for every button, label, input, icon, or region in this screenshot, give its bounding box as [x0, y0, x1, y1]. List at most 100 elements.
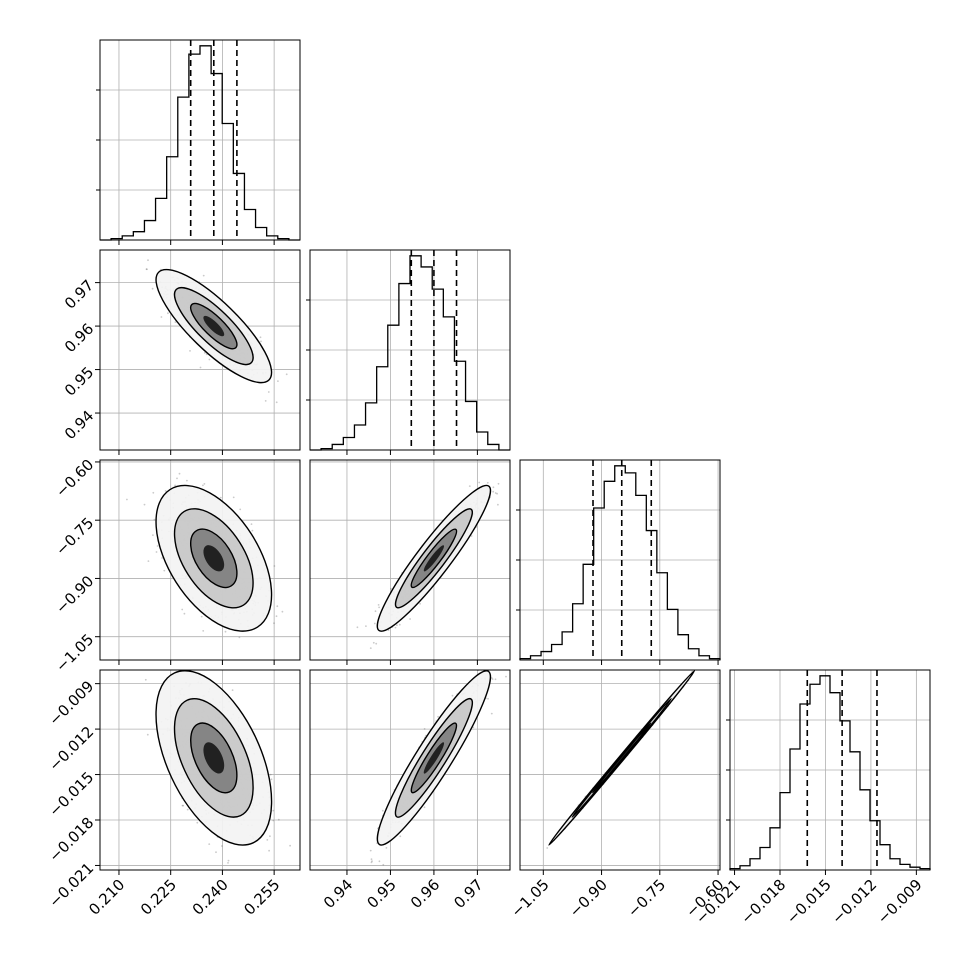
panel-frame — [519, 669, 721, 871]
histogram-step-line — [100, 45, 300, 241]
scatter-point — [208, 358, 211, 361]
scatter-point — [227, 862, 229, 864]
scatter-point — [208, 843, 211, 845]
x-tick-label: 0.96 — [407, 876, 443, 912]
scatter-point — [155, 551, 158, 553]
scatter-point — [492, 490, 495, 493]
panel-frame — [729, 669, 931, 871]
scatter-point — [232, 496, 235, 499]
x-tick-label: −0.018 — [737, 876, 789, 928]
scatter-point — [151, 287, 154, 290]
scatter-point — [202, 630, 205, 632]
hist-panel-1 — [306, 249, 511, 451]
hist-panel-2 — [516, 459, 721, 661]
scatter-point — [285, 373, 288, 376]
density-core — [608, 742, 635, 774]
panel-frame — [99, 249, 301, 451]
scatter-point — [281, 610, 284, 613]
scatter-point — [530, 630, 532, 632]
scatter-point — [231, 689, 234, 691]
scatter-point — [394, 626, 397, 629]
scatter-point — [289, 844, 291, 847]
scatter-point — [497, 503, 499, 506]
scatter-point — [275, 401, 278, 404]
scatter-point — [160, 316, 163, 318]
scatter-point — [486, 664, 488, 666]
scatter-point — [378, 860, 381, 863]
scatter-point — [152, 534, 154, 536]
scatter-point — [505, 675, 507, 678]
scatter-point — [370, 858, 373, 861]
scatter-point — [398, 623, 401, 626]
scatter-point — [374, 610, 377, 613]
density-panel-2-0 — [95, 459, 301, 661]
scatter-point — [277, 380, 279, 382]
panel-frame — [309, 459, 511, 661]
scatter-point — [266, 839, 269, 841]
scatter-point — [147, 259, 149, 262]
scatter-point — [176, 477, 178, 480]
scatter-point — [356, 626, 359, 629]
scatter-point — [396, 624, 398, 627]
x-tick-label: −1.05 — [507, 876, 552, 921]
density-panel-1-0 — [95, 249, 301, 451]
scatter-point — [399, 835, 402, 838]
scatter-point — [238, 636, 241, 639]
scatter-point — [546, 847, 549, 849]
scatter-point — [200, 615, 203, 618]
scatter-point — [437, 715, 439, 718]
scatter-point — [167, 615, 169, 617]
scatter-point — [487, 697, 489, 700]
x-tick-label: −0.012 — [828, 876, 880, 928]
scatter-point — [259, 336, 262, 339]
scatter-point — [451, 694, 454, 697]
scatter-point — [264, 400, 267, 402]
scatter-point — [167, 312, 169, 315]
x-tick-label: 0.225 — [137, 876, 180, 919]
hist-panel-0 — [96, 39, 301, 241]
scatter-point — [250, 523, 253, 525]
scatter-point — [372, 641, 375, 644]
scatter-point — [268, 849, 270, 852]
scatter-point — [152, 491, 155, 494]
y-tick-label: −0.012 — [45, 723, 97, 775]
panel-frame — [99, 39, 301, 241]
y-tick-label: −0.75 — [52, 514, 97, 559]
scatter-point — [378, 606, 380, 609]
scatter-point — [239, 508, 242, 511]
scatter-point — [199, 366, 202, 369]
density-panel-3-1 — [309, 630, 532, 871]
y-tick-label: 0.94 — [61, 407, 97, 443]
scatter-point — [390, 587, 392, 590]
scatter-point — [221, 845, 223, 847]
scatter-point — [272, 809, 275, 812]
scatter-point — [478, 481, 481, 484]
scatter-point — [196, 821, 199, 824]
scatter-point — [273, 565, 276, 567]
density-panel-2-1 — [309, 459, 511, 665]
scatter-point — [189, 350, 191, 352]
scatter-point — [146, 268, 148, 271]
y-tick-label: 0.96 — [61, 320, 97, 356]
scatter-point — [202, 274, 205, 277]
scatter-point — [174, 321, 177, 323]
scatter-point — [273, 622, 275, 625]
x-tick-label: 0.255 — [240, 876, 283, 919]
x-tick-label: −0.90 — [566, 876, 611, 921]
scatter-point — [492, 486, 495, 489]
scatter-point — [265, 873, 267, 875]
scatter-point — [419, 602, 421, 605]
scatter-point — [270, 778, 273, 781]
x-tick-label: 0.94 — [320, 876, 356, 912]
scatter-point — [496, 492, 498, 495]
scatter-point — [696, 667, 698, 669]
scatter-point — [146, 733, 149, 736]
scatter-point — [358, 663, 360, 665]
panel-frame — [309, 249, 511, 451]
scatter-point — [156, 545, 159, 547]
y-tick-label: 0.95 — [61, 363, 97, 399]
scatter-point — [219, 496, 222, 499]
scatter-point — [251, 529, 254, 532]
scatter-point — [277, 818, 280, 821]
x-tick-label: −0.75 — [624, 876, 669, 921]
